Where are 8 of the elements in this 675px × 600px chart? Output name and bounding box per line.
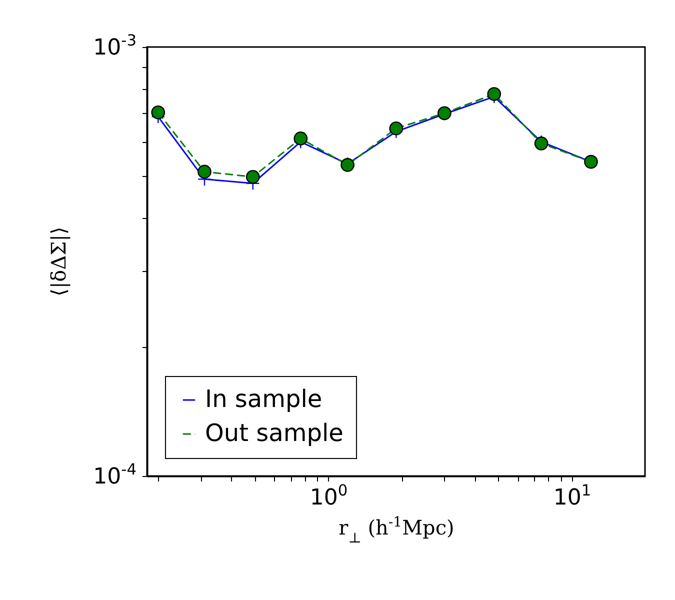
y-tick-label: 10$^{-4}$ <box>93 460 136 490</box>
y-axis-title: ⟨|δΔΣ|⟩ <box>46 226 70 296</box>
legend-label: Out sample <box>205 419 344 447</box>
x-tick-label: 10$^{0}$ <box>310 482 348 510</box>
x-tick-label: 10$^{1}$ <box>553 482 592 510</box>
legend-label: In sample <box>205 385 322 413</box>
y-tick-label: 10$^{-3}$ <box>93 32 136 60</box>
x-axis-title: r$_{⊥}$ (h$^{-1}$Mpc) <box>338 514 454 546</box>
